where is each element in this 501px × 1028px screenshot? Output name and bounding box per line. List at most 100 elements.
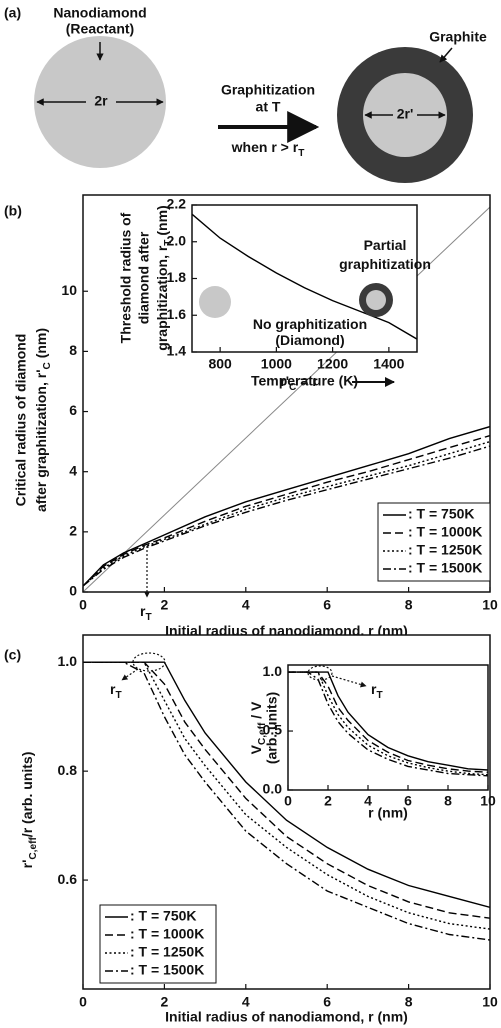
- y-axis-label-part: (nm): [33, 328, 49, 362]
- series-line: [83, 434, 490, 587]
- y-tick-label: 1.8: [167, 269, 187, 285]
- panel-label: (a): [4, 5, 21, 21]
- x-tick-label: 10: [480, 793, 496, 809]
- annotation-part: T: [376, 690, 383, 701]
- plot-area: [192, 205, 417, 352]
- condition-part: when r > r: [231, 139, 299, 155]
- x-tick-label: 4: [364, 793, 372, 809]
- y-axis-label: r'C,eff/r (arb. units): [19, 752, 39, 869]
- diagram: Nanodiamond (Reactant) 2r Graphitization…: [34, 5, 487, 183]
- legend-label: : T = 1000K: [408, 524, 482, 540]
- process-label: at T: [256, 99, 281, 115]
- plot-frame: [82, 194, 491, 593]
- y-axis-label-part: V: [248, 744, 264, 754]
- y-axis-label-part: graphitization, r: [154, 245, 170, 351]
- y-tick-label: 1.0: [263, 663, 283, 679]
- x-axis-label: r (nm): [368, 805, 408, 821]
- y-axis-label-part: /r (arb. units): [19, 752, 35, 838]
- arrow: [331, 675, 367, 688]
- condition-label: when r > rT: [231, 139, 306, 159]
- x-tick-label: 2: [161, 597, 169, 613]
- annotation: rT: [371, 681, 383, 701]
- y-axis-label-part: r': [19, 860, 35, 869]
- series-line: [288, 671, 488, 777]
- annotation: (Diamond): [275, 332, 344, 348]
- x-tick-label: 4: [242, 994, 250, 1010]
- y-axis-label-part: T: [163, 239, 174, 246]
- size-label: 2r: [94, 93, 108, 109]
- annotation-part: r': [280, 373, 289, 389]
- x-axis-label: Initial radius of nanodiamond, r (nm): [165, 1009, 408, 1025]
- overlay: [121, 283, 395, 688]
- annotation-part: C: [289, 382, 296, 393]
- x-tick-label: 2: [161, 994, 169, 1010]
- series-line: [83, 425, 490, 587]
- series-line: [83, 445, 490, 587]
- chart: 800 1000 1200 1400 1.4 1.6 1.8 2.0 2.2 Temperatur…: [118, 196, 431, 389]
- annotation-part: T: [115, 690, 122, 701]
- series-line: [83, 661, 490, 919]
- x-axis-label: Temperature (K): [251, 373, 358, 389]
- charts: 0 2 4 6 8 10 0 2 4 6 8 10 Initial radius of nanodiam…: [13, 194, 498, 1025]
- x-tick-label: 6: [323, 597, 331, 613]
- y-tick-label: 4: [69, 462, 77, 478]
- annotation-part: graphitization: [339, 256, 431, 272]
- x-tick-label: 8: [405, 994, 413, 1010]
- plot-frame: [191, 204, 418, 353]
- product-label: Graphite: [429, 29, 487, 45]
- legend-label: : T = 1250K: [408, 542, 482, 558]
- x-tick-label: 4: [242, 597, 250, 613]
- annotation: No graphitization: [253, 316, 367, 332]
- legend-box: [99, 904, 217, 984]
- y-axis-label-part: after graphitization, r': [33, 369, 49, 512]
- y-tick-label: 0.6: [58, 871, 78, 887]
- series-line: [192, 213, 417, 340]
- annotation-part: Partial: [364, 237, 407, 253]
- y-tick-label: 6: [69, 402, 77, 418]
- diamond-icon: [199, 286, 231, 318]
- x-tick-label: 800: [208, 356, 232, 372]
- panel-label: (c): [4, 647, 21, 663]
- highlight: [307, 665, 333, 681]
- y-tick-label: 1.4: [167, 343, 187, 359]
- y-tick-label: 10: [61, 282, 77, 298]
- y-axis-label: graphitization, rT (nm): [154, 205, 174, 350]
- y-tick-label: 8: [69, 342, 77, 358]
- annotation: rT: [110, 681, 122, 701]
- y-axis-label-part: C: [42, 362, 53, 369]
- x-tick-label: 6: [323, 994, 331, 1010]
- reactant-label: (Reactant): [66, 21, 134, 37]
- y-axis-label: VC,eff / V: [248, 701, 268, 754]
- plot-frame: [287, 664, 489, 791]
- x-tick-label: 0: [79, 597, 87, 613]
- x-tick-label: 1000: [261, 356, 292, 372]
- y-axis-label: Threshold radius of: [118, 212, 134, 343]
- x-tick-label: 1200: [317, 356, 348, 372]
- annotation-part: r: [110, 681, 116, 697]
- y-tick-label: 2.2: [167, 196, 187, 212]
- annotation-part: T: [145, 612, 152, 623]
- annotation: Partial: [364, 237, 407, 253]
- x-tick-label: 10: [482, 994, 498, 1010]
- series-line: [288, 671, 488, 773]
- arrow: [121, 668, 139, 681]
- plot-area: [288, 665, 488, 790]
- y-axis-label: (arb. units): [264, 692, 280, 764]
- x-tick-label: 0: [79, 994, 87, 1010]
- y-axis-label: diamond after: [136, 231, 152, 324]
- legend-box: [377, 502, 491, 582]
- chart: 0 2 4 6 8 10 0.0 0.5 1.0 r (nm) VC,eff / V (arb. un…: [248, 663, 496, 821]
- diamond-core: [363, 73, 447, 157]
- graphitized-icon-core: [366, 290, 386, 310]
- process-label: Graphitization: [221, 82, 315, 98]
- legend-label: : T = 1000K: [130, 926, 204, 942]
- legend-label: : T = 1500K: [130, 962, 204, 978]
- legend-label: : T = 1250K: [130, 944, 204, 960]
- y-tick-label: 2: [69, 523, 77, 539]
- y-tick-label: 0.5: [263, 722, 283, 738]
- y-axis-label-part: C,eff: [28, 837, 39, 860]
- y-axis-label-part: C,eff: [257, 722, 268, 745]
- reference-line: [83, 206, 490, 592]
- x-tick-label: 0: [284, 793, 292, 809]
